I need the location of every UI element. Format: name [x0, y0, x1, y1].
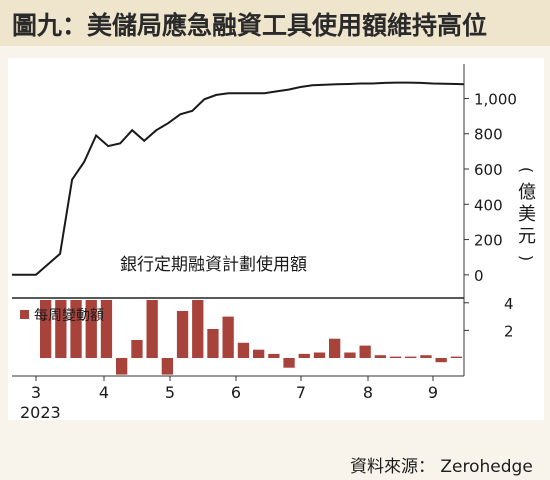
- x-tick-label: 4: [99, 383, 109, 402]
- bar-weekly-change: [359, 345, 371, 358]
- bar-weekly-change: [374, 355, 386, 358]
- bar-weekly-change: [55, 300, 67, 358]
- bar-weekly-change: [420, 355, 432, 358]
- title-bar: [0, 0, 550, 46]
- series-line-bank-term-funding: [12, 81, 465, 276]
- x-tick-label: 6: [231, 383, 241, 402]
- y-tick-label: 400: [474, 196, 503, 214]
- x-tick-label: 8: [363, 383, 373, 402]
- bar-weekly-change: [207, 329, 219, 358]
- bar-weekly-change: [405, 356, 417, 358]
- y-tick-label: 1,000: [474, 90, 517, 108]
- y-axis-unit-char: (: [517, 167, 536, 173]
- legend-label: 每周變動額: [34, 308, 104, 324]
- bar-weekly-change: [237, 342, 250, 358]
- bar-weekly-change: [131, 340, 143, 358]
- bar-weekly-change: [85, 300, 97, 358]
- x-tick-label: 9: [428, 383, 438, 402]
- y-tick-label: 800: [474, 126, 503, 144]
- bar-weekly-change: [70, 300, 82, 358]
- line-annotation: 銀行定期融資計劃使用額: [120, 254, 307, 275]
- y-tick-label: 200: [474, 232, 503, 250]
- bar-weekly-change: [100, 300, 113, 358]
- bar-weekly-change: [329, 338, 341, 358]
- y-axis-unit-char: ): [517, 255, 536, 261]
- bar-weekly-change: [450, 356, 463, 358]
- bar-weekly-change: [222, 316, 234, 358]
- bar-weekly-change: [268, 353, 280, 358]
- x-tick-label: 5: [165, 383, 175, 402]
- y-axis-unit-char: 元: [518, 226, 536, 247]
- bar-weekly-change: [116, 358, 128, 375]
- bar-weekly-change: [40, 300, 52, 358]
- source-note: 資料來源： Zerohedge: [350, 457, 533, 477]
- axes: [12, 64, 469, 381]
- bar-weekly-change: [298, 353, 310, 358]
- bar-weekly-change: [283, 358, 295, 368]
- x-tick-label: 7: [296, 383, 306, 402]
- x-tick-label: 3: [31, 383, 41, 402]
- bar-weekly-change: [146, 300, 158, 358]
- bar-series: [40, 300, 463, 375]
- bar-y-tick-label: 2: [504, 322, 514, 340]
- chart-frame: 0 200 400 600 800 1,000 ( 億美元) 銀行定期融資計劃使用額 2 4 每周變動…: [8, 58, 544, 422]
- bar-weekly-change: [176, 311, 189, 358]
- y-axis-unit-char: 美: [518, 204, 536, 225]
- y-axis-unit-char: 億: [518, 182, 536, 203]
- y-tick-label: 600: [474, 161, 503, 179]
- bar-y-tick-label: 4: [504, 295, 514, 313]
- bar-weekly-change: [313, 352, 326, 358]
- x-year-label: 2023: [20, 403, 61, 420]
- y-tick-label: 0: [474, 267, 484, 285]
- chart-canvas: 0 200 400 600 800 1,000 ( 億美元) 銀行定期融資計劃使用額 2 4 每周變動…: [12, 64, 536, 422]
- legend-swatch: [20, 310, 29, 319]
- bar-weekly-change: [389, 356, 402, 358]
- line-series: [12, 81, 465, 276]
- bar-weekly-change: [344, 352, 356, 358]
- chart-title: 圖九：美儲局應急融資工具使用額維持高位: [12, 11, 488, 40]
- bar-weekly-change: [192, 300, 204, 358]
- bar-weekly-change: [253, 349, 265, 358]
- chart-labels: 0 200 400 600 800 1,000 ( 億美元) 銀行定期融資計劃使用額 2 4 每周變動…: [20, 90, 536, 422]
- bar-weekly-change: [161, 358, 173, 375]
- bar-weekly-change: [435, 358, 447, 363]
